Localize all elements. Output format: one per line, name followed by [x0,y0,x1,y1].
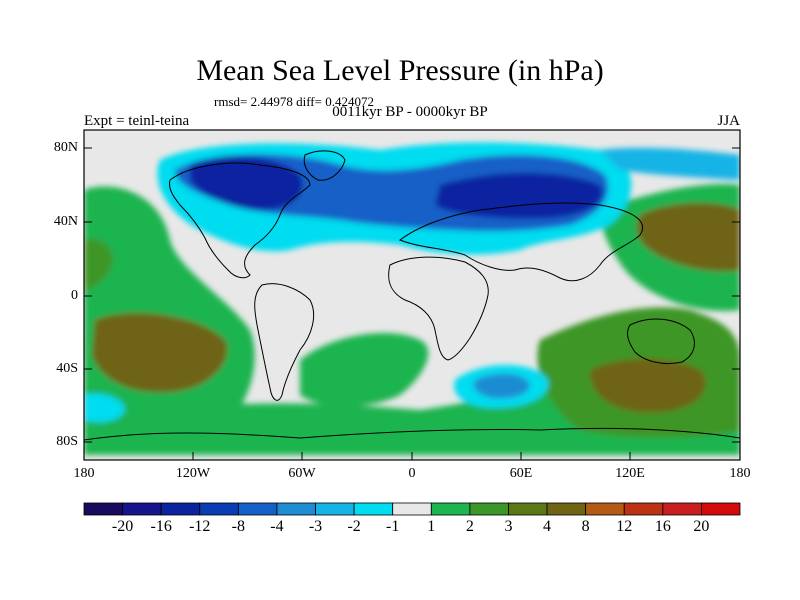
colorbar-box [469,502,509,516]
colorbar-label: 12 [616,518,633,535]
y-ticks [84,147,740,443]
x-label-120e: 120E [615,466,645,481]
colorbar [83,502,741,516]
north-america-coast [169,162,311,279]
south-pacific-blue [84,393,125,423]
coastlines [84,150,740,441]
colorbar-box [662,502,702,516]
pacific-east-brown [92,312,228,393]
colorbar-box [546,502,587,516]
colorbar-label: 2 [465,518,474,535]
colorbar-label: 20 [693,518,710,535]
colorbar-label: -1 [386,518,400,535]
australia-coast [627,318,695,365]
colorbar-label: 1 [427,518,436,535]
y-label-40n: 40N [53,214,78,229]
colorbar-box [160,502,201,516]
experiment-label: Expt = teinl-teina [84,113,190,129]
colorbar-box [122,502,162,516]
colorbar-label: -12 [189,518,211,535]
south-america-coast [254,283,315,401]
colorbar-label: -3 [308,518,323,535]
colorbar-label: -4 [270,518,284,535]
arctic-light-blue [600,147,740,180]
south-indian-mid-blue [473,373,530,399]
colorbar-box [199,502,239,516]
colorbar-label: 3 [504,518,513,535]
colorbar-box [701,502,741,516]
pressure-field [84,130,740,460]
x-ticks [83,452,741,460]
colorbar-box [353,502,394,516]
colorbar-box [237,502,278,516]
colorbar-box [508,502,548,516]
y-label-80n: 80N [53,140,78,155]
colorbar-label: 16 [654,518,671,535]
x-label-180w: 180 [73,466,95,481]
eurasia-coast [398,202,643,282]
period-subtitle: 0011kyr BP - 0000kyr BP [332,104,488,120]
australia-south-brown [590,358,706,413]
colorbar-box [315,502,355,516]
x-label-60w: 60W [288,466,316,481]
colorbar-box [276,502,316,516]
colorbar-box [585,502,625,516]
atlantic-south-green [300,332,429,407]
colorbar-label: -20 [111,518,134,535]
season-label: JJA [717,113,740,129]
colorbar-label: 4 [543,518,552,535]
north-pacific-brown [637,203,740,272]
x-label-0: 0 [408,466,416,481]
eurasia-dark-blue [435,172,603,219]
antarctica-coast [84,427,740,441]
colorbar-label: -16 [150,518,172,535]
west-pacific-green [84,239,113,290]
x-label-180e: 180 [729,466,751,481]
colorbar-box [430,502,471,516]
north-america-dark-blue [190,156,303,210]
y-label-0: 0 [71,288,78,303]
colorbar-label: -8 [231,518,245,535]
colorbar-label: -2 [347,518,361,535]
africa-coast [388,256,489,361]
colorbar-box [392,502,432,516]
map-title: Mean Sea Level Pressure (in hPa) [196,54,604,87]
colorbar-label: 8 [581,518,590,535]
colorbar-box [623,502,664,516]
rmsd-diff-stats: rmsd= 2.44978 diff= 0.424072 [214,94,374,109]
x-label-120w: 120W [175,466,211,481]
y-label-80s: 80S [56,434,78,449]
greenland-coast [303,150,346,181]
colorbar-box [83,502,123,516]
y-label-40s: 40S [56,361,78,376]
x-label-60e: 60E [509,466,533,481]
